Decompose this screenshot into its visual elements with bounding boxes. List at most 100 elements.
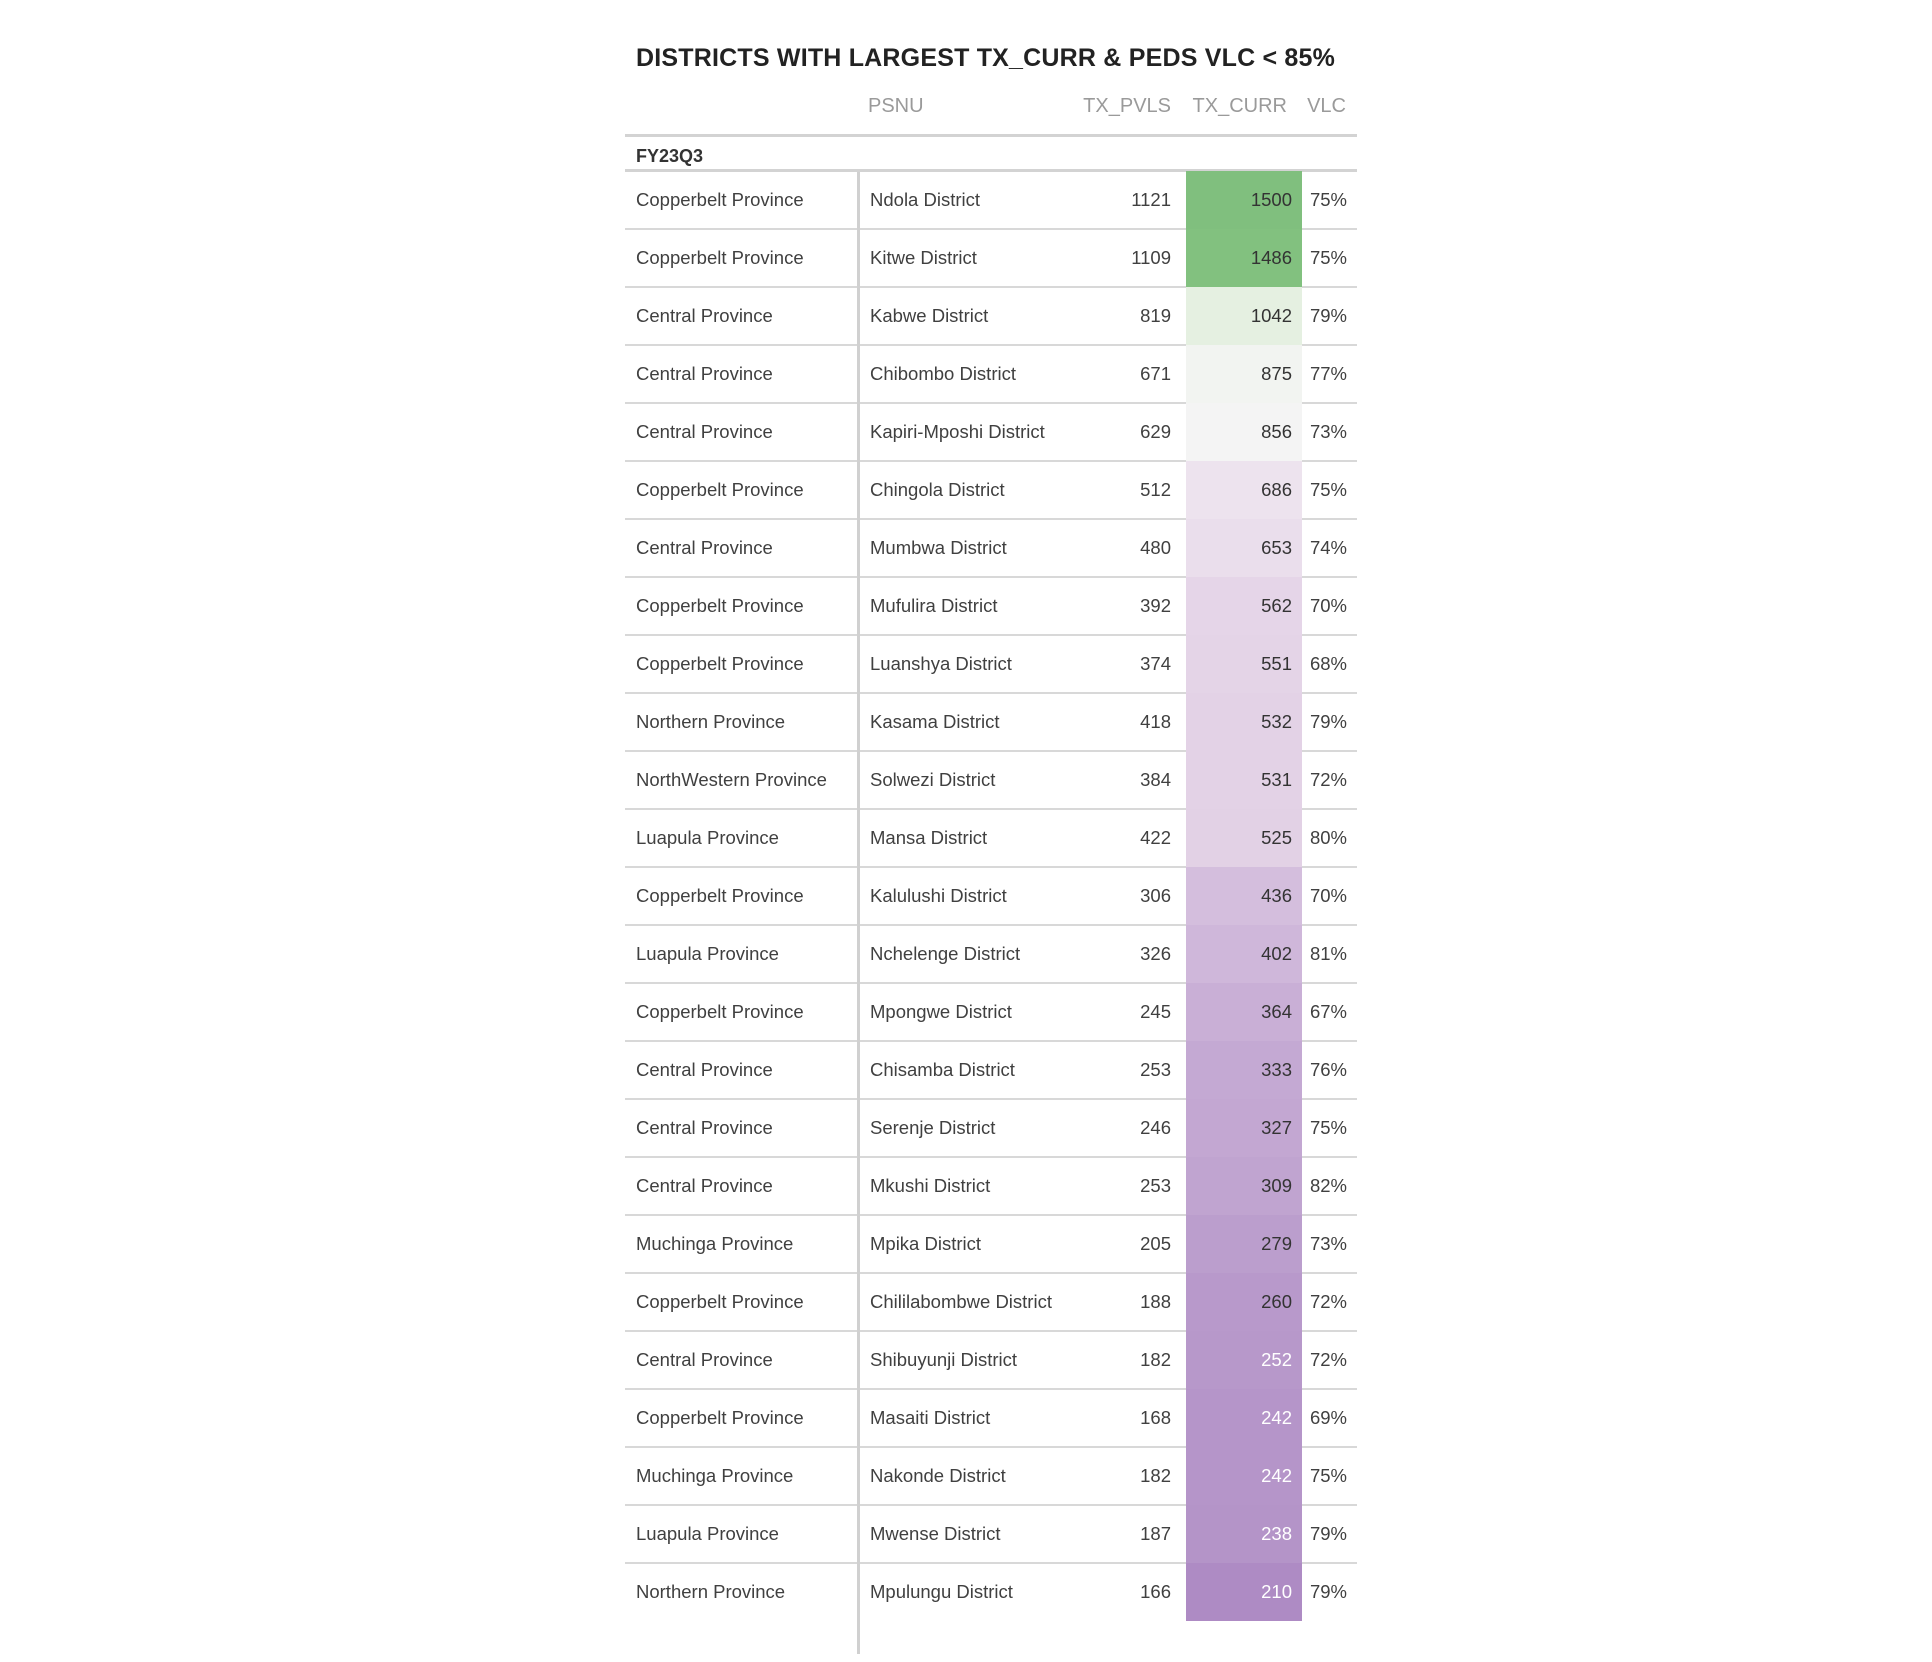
vlc-cell: 77% [1309,363,1347,384]
tx-pvls-cell: 245 [1140,1001,1171,1022]
tx-pvls-cell: 306 [1140,885,1171,906]
psnu-cell: Nakonde District [870,1465,1006,1486]
tx-curr-cell: 402 [1186,925,1302,983]
column-header-psnu: PSNU [868,95,924,117]
tx-curr-cell: 532 [1186,693,1302,751]
table-row: Central Province Serenje District 246 327 75… [625,1099,1357,1158]
tx-pvls-cell: 246 [1140,1117,1171,1138]
psnu-cell: Ndola District [870,189,980,210]
vlc-cell: 75% [1309,247,1347,268]
tx-curr-cell: 653 [1186,519,1302,577]
psnu-cell: Mkushi District [870,1175,991,1196]
province-cell: Central Province [636,537,773,558]
vlc-cell: 67% [1309,1001,1347,1022]
vlc-cell: 75% [1309,479,1347,500]
psnu-cell: Kasama District [870,711,1000,732]
vlc-cell: 70% [1309,595,1347,616]
tx-pvls-cell: 253 [1140,1175,1171,1196]
vlc-cell: 72% [1309,1291,1347,1312]
tx-pvls-cell: 392 [1140,595,1171,616]
psnu-cell: Chililabombwe District [870,1291,1052,1312]
tx-curr-cell: 686 [1186,461,1302,519]
province-cell: Copperbelt Province [636,1407,804,1428]
province-cell: Central Province [636,1117,773,1138]
vlc-cell: 79% [1309,1523,1347,1544]
vlc-cell: 75% [1309,1465,1347,1486]
table-row: Central Province Kapiri-Mposhi District 62… [625,403,1357,462]
table-row: Copperbelt Province Mpongwe District 245 36… [625,983,1357,1042]
psnu-cell: Serenje District [870,1117,996,1138]
column-header-tx-pvls: TX_PVLS [1083,95,1171,117]
table-row: Copperbelt Province Chililabombwe Distric… [625,1273,1357,1332]
psnu-cell: Kapiri-Mposhi District [870,421,1045,442]
table-body: Copperbelt Province Ndola District 1121 150… [625,171,1357,1622]
tx-pvls-cell: 205 [1140,1233,1171,1254]
tx-pvls-cell: 480 [1140,537,1171,558]
vlc-cell: 74% [1309,537,1347,558]
table-title: DISTRICTS WITH LARGEST TX_CURR & PEDS VL… [636,44,1336,72]
province-cell: Central Province [636,421,773,442]
psnu-cell: Mpongwe District [870,1001,1012,1022]
table-row: Copperbelt Province Luanshya District 374 5… [625,635,1357,694]
tx-pvls-cell: 671 [1140,363,1171,384]
province-cell: Copperbelt Province [636,479,804,500]
tx-pvls-cell: 187 [1140,1523,1171,1544]
vlc-cell: 69% [1309,1407,1347,1428]
province-cell: Copperbelt Province [636,595,804,616]
tx-curr-cell: 856 [1186,403,1302,461]
table-row: Central Province Mkushi District 253 309 82% [625,1157,1357,1216]
tx-pvls-cell: 629 [1140,421,1171,442]
province-cell: Luapula Province [636,827,779,848]
table-row: Northern Province Mpulungu District 166 210… [625,1563,1357,1622]
province-cell: Copperbelt Province [636,1291,804,1312]
column-header-tx-curr: TX_CURR [1192,95,1287,117]
tx-pvls-cell: 166 [1140,1581,1171,1602]
vlc-cell: 81% [1309,943,1347,964]
tx-curr-cell: 242 [1186,1447,1302,1505]
province-cell: Muchinga Province [636,1465,794,1486]
tx-pvls-cell: 182 [1140,1465,1171,1486]
psnu-cell: Luanshya District [870,653,1012,674]
tx-curr-cell: 242 [1186,1389,1302,1447]
psnu-cell: Mpulungu District [870,1581,1013,1602]
psnu-cell: Kitwe District [870,247,977,268]
vlc-cell: 82% [1309,1175,1347,1196]
table-row: Copperbelt Province Kalulushi District 306… [625,867,1357,926]
column-header-vlc: VLC [1307,95,1346,117]
vlc-cell: 72% [1309,769,1347,790]
psnu-cell: Chibombo District [870,363,1016,384]
tx-pvls-cell: 374 [1140,653,1171,674]
tx-pvls-cell: 253 [1140,1059,1171,1080]
tx-pvls-cell: 182 [1140,1349,1171,1370]
tx-curr-cell: 309 [1186,1157,1302,1215]
table-row: Central Province Mumbwa District 480 653 74% [625,519,1357,578]
province-cell: Central Province [636,363,773,384]
table-row: Central Province Shibuyunji District 182 25… [625,1331,1357,1390]
psnu-cell: Mwense District [870,1523,1001,1544]
tx-curr-cell: 252 [1186,1331,1302,1389]
tx-curr-cell: 1500 [1186,171,1302,229]
tx-curr-cell: 1486 [1186,229,1302,287]
tx-curr-cell: 525 [1186,809,1302,867]
vlc-cell: 76% [1309,1059,1347,1080]
tx-curr-cell: 238 [1186,1505,1302,1563]
tx-pvls-cell: 819 [1140,305,1171,326]
table-row: Luapula Province Mwense District 187 238 79% [625,1505,1357,1564]
psnu-cell: Kalulushi District [870,885,1007,906]
province-cell: Muchinga Province [636,1233,794,1254]
psnu-cell: Kabwe District [870,305,989,326]
tx-curr-cell: 875 [1186,345,1302,403]
tx-curr-cell: 436 [1186,867,1302,925]
vlc-cell: 75% [1309,189,1347,210]
province-cell: Copperbelt Province [636,189,804,210]
psnu-cell: Mansa District [870,827,988,848]
tx-pvls-cell: 422 [1140,827,1171,848]
tx-curr-cell: 551 [1186,635,1302,693]
tx-curr-cell: 279 [1186,1215,1302,1273]
province-cell: Copperbelt Province [636,653,804,674]
table-row: Luapula Province Mansa District 422 525 80% [625,809,1357,868]
province-cell: Northern Province [636,711,786,732]
tx-curr-cell: 562 [1186,577,1302,635]
psnu-cell: Mpika District [870,1233,982,1254]
tx-curr-cell: 327 [1186,1099,1302,1157]
